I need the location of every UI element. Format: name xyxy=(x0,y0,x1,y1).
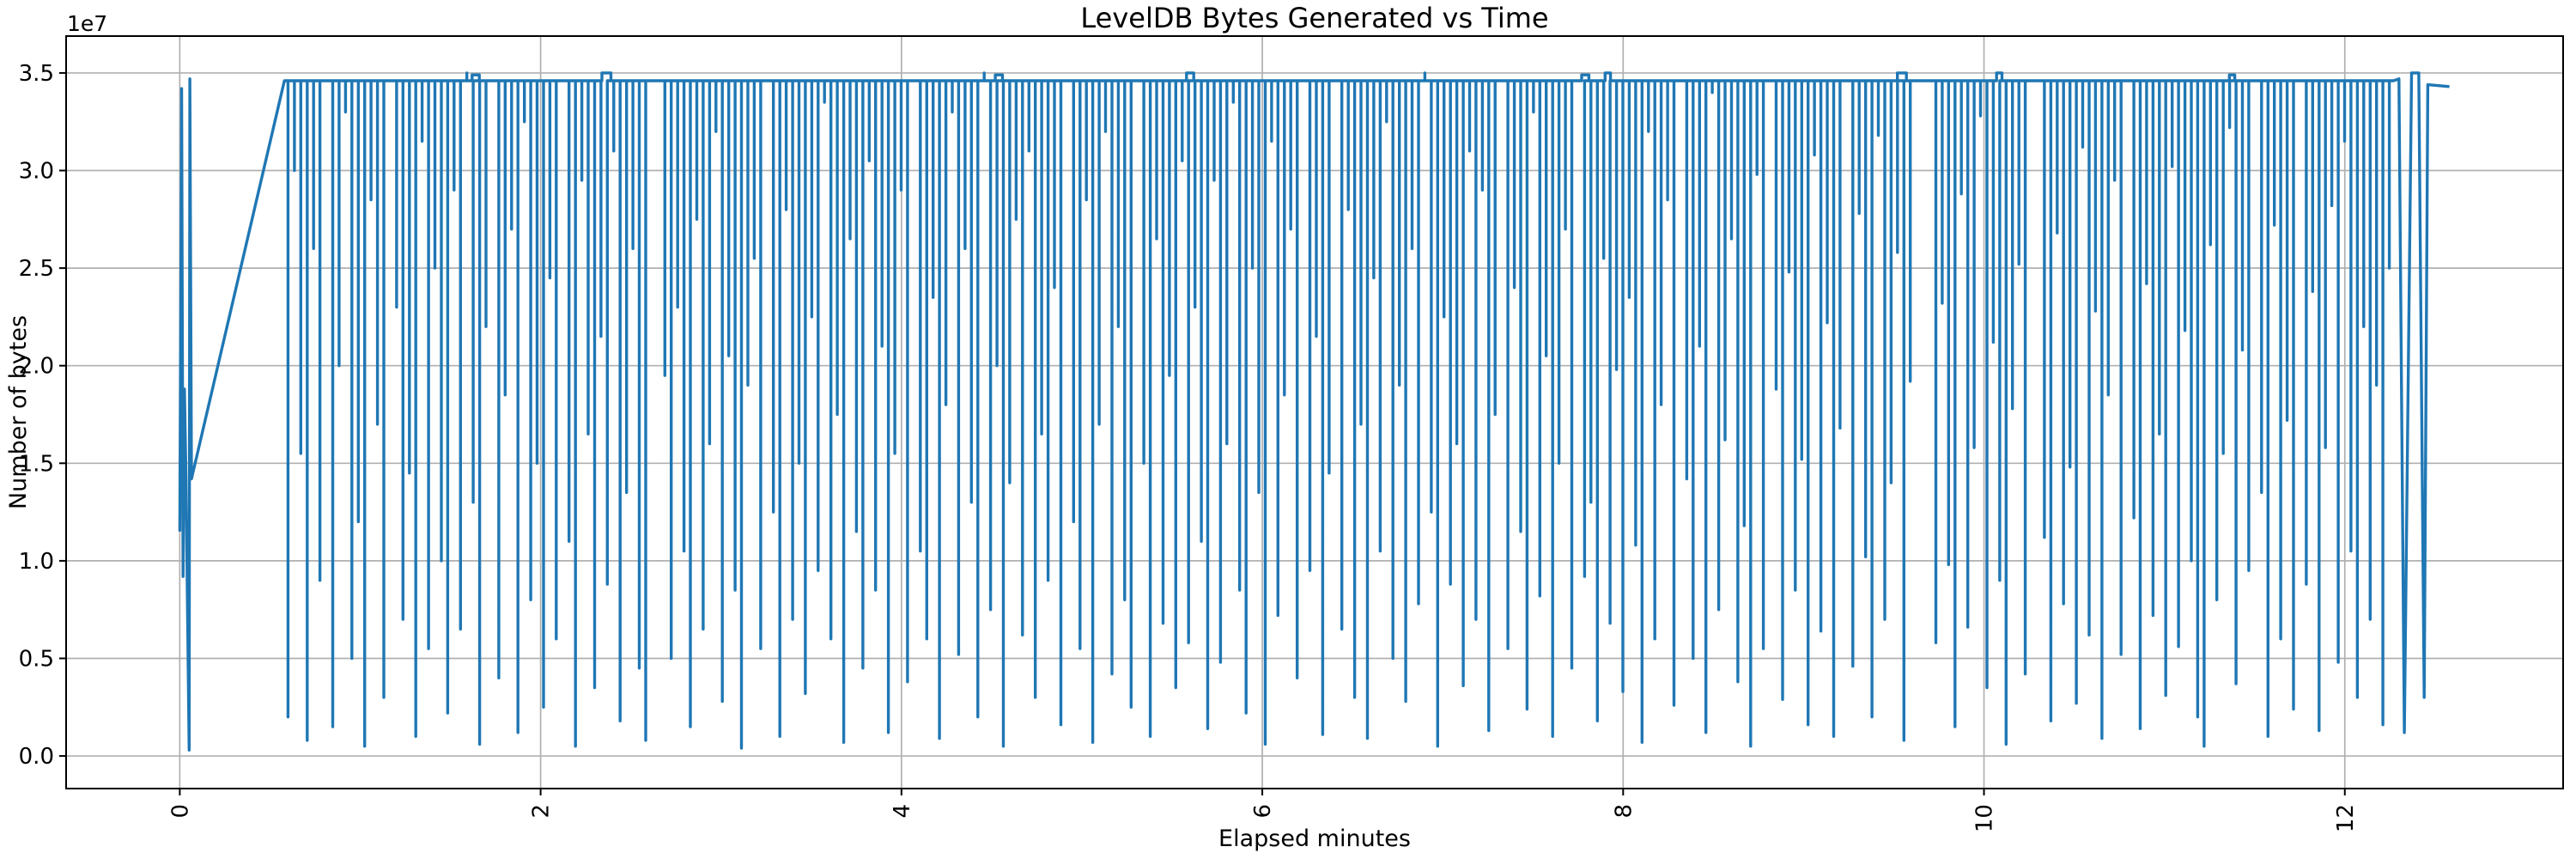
y-axis-offset-label: 1e7 xyxy=(67,11,108,36)
svg-text:10: 10 xyxy=(1972,804,1998,832)
svg-text:4: 4 xyxy=(890,804,915,819)
svg-text:6: 6 xyxy=(1250,804,1276,819)
svg-text:3.5: 3.5 xyxy=(19,61,54,87)
svg-text:12: 12 xyxy=(2333,804,2359,832)
y-axis-label: Number of bytes xyxy=(5,314,32,510)
svg-text:1.5: 1.5 xyxy=(19,451,54,477)
svg-text:0.0: 0.0 xyxy=(19,744,54,770)
svg-text:2: 2 xyxy=(529,804,555,819)
svg-text:2.5: 2.5 xyxy=(19,256,54,282)
svg-text:1.0: 1.0 xyxy=(19,549,54,575)
chart-title: LevelDB Bytes Generated vs Time xyxy=(1080,2,1549,34)
svg-text:8: 8 xyxy=(1611,804,1637,819)
svg-text:0: 0 xyxy=(167,804,193,819)
svg-text:0.5: 0.5 xyxy=(19,646,54,672)
svg-text:2.0: 2.0 xyxy=(19,354,54,380)
svg-text:3.0: 3.0 xyxy=(19,159,54,185)
x-axis-label: Elapsed minutes xyxy=(1218,825,1411,852)
